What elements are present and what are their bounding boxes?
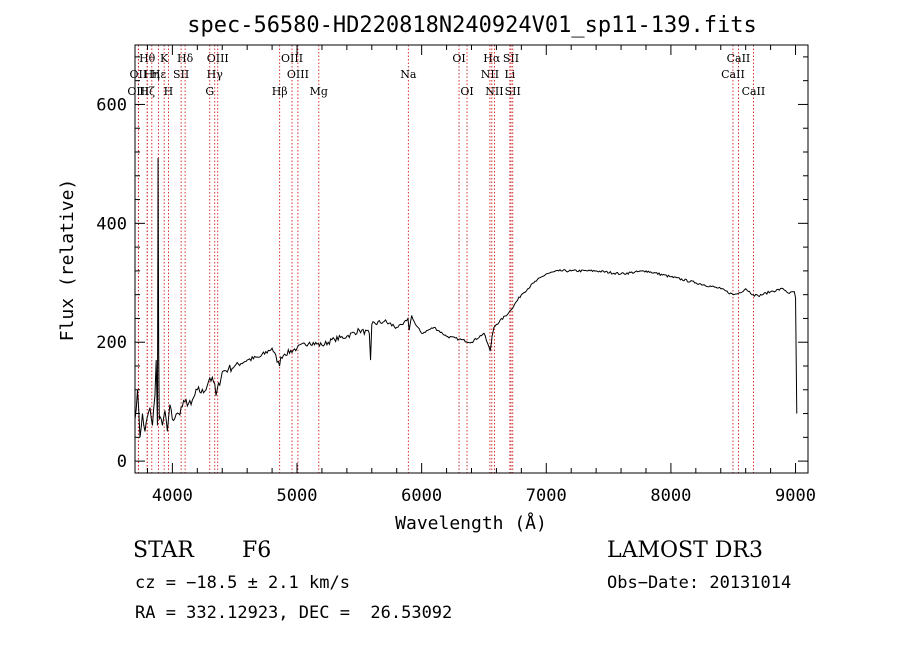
line-marker-label-25: OI <box>460 85 473 98</box>
line-marker-label-20: Hζ <box>139 85 155 98</box>
y-axis: 0 200 400 600 <box>96 56 808 472</box>
y-tick-label: 200 <box>96 333 127 353</box>
spectrum-series <box>134 157 798 438</box>
x-tick-label: 6000 <box>401 486 442 506</box>
line-marker-label-3: OIII <box>207 52 229 65</box>
spectrum-line <box>134 157 798 438</box>
line-marker-label-26: NII <box>485 85 503 98</box>
y-tick-label: 400 <box>96 214 127 234</box>
chart-title: spec-56580-HD220818N240924V01_sp11-139.f… <box>187 13 757 38</box>
line-marker-label-11: Hε <box>151 68 167 81</box>
line-marker-label-12: SII <box>173 68 189 81</box>
line-marker-label-27: SII <box>505 85 521 98</box>
survey-name: LAMOST DR3 <box>607 538 763 563</box>
coordinates: RA = 332.12923, DEC = 26.53092 <box>135 603 453 623</box>
x-tick-label: 7000 <box>526 486 567 506</box>
line-marker-label-8: CaII <box>727 52 751 65</box>
redshift-velocity: cz = −18.5 ± 2.1 km/s <box>135 573 350 593</box>
line-marker-label-7: SII <box>503 52 519 65</box>
line-marker-label-1: K <box>160 52 169 65</box>
plot-frame <box>134 44 809 474</box>
line-marker-label-10: Hη <box>144 68 160 81</box>
x-tick-label: 8000 <box>650 486 691 506</box>
object-subclass: F6 <box>242 538 272 563</box>
line-marker-label-23: Hβ <box>272 85 288 98</box>
line-marker-label-21: H <box>164 85 174 98</box>
line-marker-label-28: CaII <box>742 85 766 98</box>
line-marker-label-13: Hγ <box>207 68 224 81</box>
line-marker-label-0: Hθ <box>139 52 156 65</box>
line-marker-label-5: OI <box>452 52 465 65</box>
line-marker-label-15: Na <box>400 68 417 81</box>
line-marker-label-18: CaII <box>721 68 745 81</box>
line-marker-label-19: OIII <box>127 85 149 98</box>
observation-date: Obs−Date: 20131014 <box>607 573 792 593</box>
y-tick-label: 0 <box>117 452 127 472</box>
x-tick-label: 9000 <box>775 486 816 506</box>
line-marker-label-22: G <box>205 85 214 98</box>
line-marker-label-24: Mg <box>310 85 328 98</box>
line-marker-label-14: OIII <box>287 68 309 81</box>
object-class: STAR <box>133 538 194 563</box>
line-marker-label-16: NII <box>481 68 499 81</box>
line-marker-label-2: Hδ <box>177 52 194 65</box>
x-axis: 4000 5000 6000 7000 8000 9000 <box>146 45 816 506</box>
line-marker-label-17: Li <box>504 68 515 81</box>
x-tick-label: 4000 <box>152 486 193 506</box>
x-axis-label: Wavelength (Å) <box>395 512 547 534</box>
x-tick-label: 5000 <box>277 486 318 506</box>
line-marker-label-6: Hα <box>483 52 501 65</box>
y-axis-label: Flux (relative) <box>57 179 78 342</box>
line-marker-label-4: OIII <box>281 52 303 65</box>
y-tick-label: 600 <box>96 95 127 115</box>
